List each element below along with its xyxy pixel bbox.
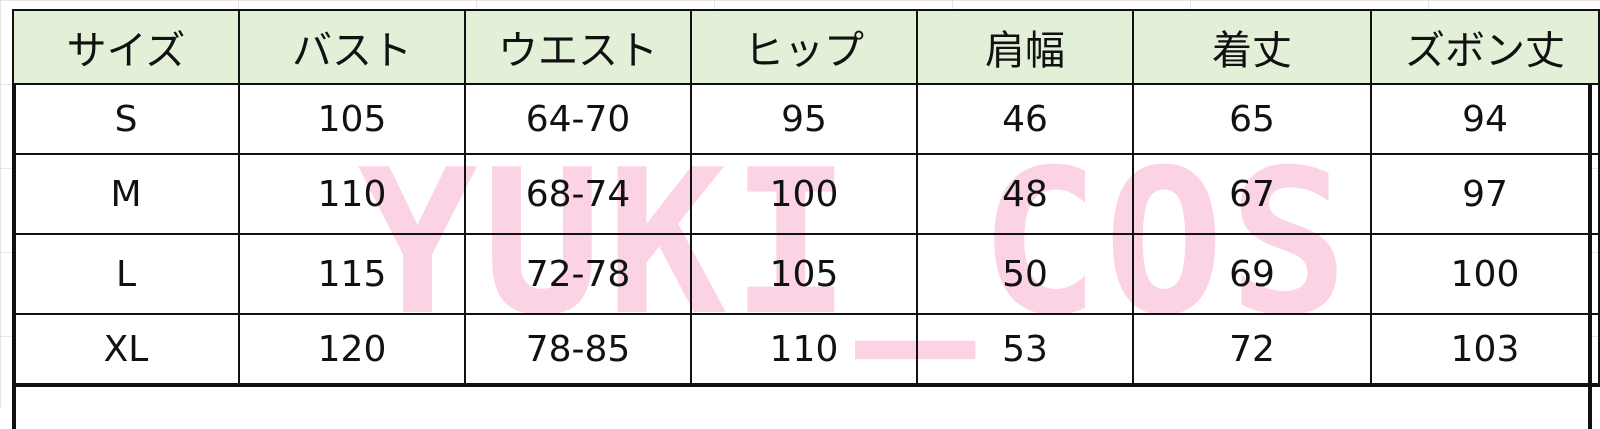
table-row: S 105 64-70 95 46 65 94 xyxy=(12,83,1600,155)
cell: 100 xyxy=(690,153,918,235)
cell: 95 xyxy=(690,83,918,155)
cell: 94 xyxy=(1370,83,1600,155)
cell: S xyxy=(12,83,240,155)
size-chart-table: サイズ バスト ウエスト ヒップ 肩幅 着丈 ズボン丈 S 105 64-70 95 4… xyxy=(12,9,1600,387)
table-row: M 110 68-74 100 48 67 97 xyxy=(12,153,1600,235)
header-pants-length: ズボン丈 xyxy=(1370,9,1600,85)
cell: 78-85 xyxy=(464,313,692,387)
cell: 105 xyxy=(238,83,466,155)
cell: M xyxy=(12,153,240,235)
cell: 69 xyxy=(1132,233,1372,315)
cell: 103 xyxy=(1370,313,1600,387)
header-bust: バスト xyxy=(238,9,466,85)
cell: 46 xyxy=(916,83,1134,155)
cell: 67 xyxy=(1132,153,1372,235)
cell: 100 xyxy=(1370,233,1600,315)
cell: 65 xyxy=(1132,83,1372,155)
cell: 110 xyxy=(690,313,918,387)
header-row: サイズ バスト ウエスト ヒップ 肩幅 着丈 ズボン丈 xyxy=(12,9,1600,85)
table-row: L 115 72-78 105 50 69 100 xyxy=(12,233,1600,315)
header-hip: ヒップ xyxy=(690,9,918,85)
cell: 72 xyxy=(1132,313,1372,387)
cell: 115 xyxy=(238,233,466,315)
cell: 64-70 xyxy=(464,83,692,155)
cell: L xyxy=(12,233,240,315)
cell: 50 xyxy=(916,233,1134,315)
header-length: 着丈 xyxy=(1132,9,1372,85)
cell: 97 xyxy=(1370,153,1600,235)
cell: 53 xyxy=(916,313,1134,387)
cell: XL xyxy=(12,313,240,387)
cell: 72-78 xyxy=(464,233,692,315)
header-waist: ウエスト xyxy=(464,9,692,85)
cell: 120 xyxy=(238,313,466,387)
cell: 110 xyxy=(238,153,466,235)
header-shoulder: 肩幅 xyxy=(916,9,1134,85)
cell: 68-74 xyxy=(464,153,692,235)
table-row: XL 120 78-85 110 53 72 103 xyxy=(12,313,1600,387)
cell: 48 xyxy=(916,153,1134,235)
cell: 105 xyxy=(690,233,918,315)
header-size: サイズ xyxy=(12,9,240,85)
